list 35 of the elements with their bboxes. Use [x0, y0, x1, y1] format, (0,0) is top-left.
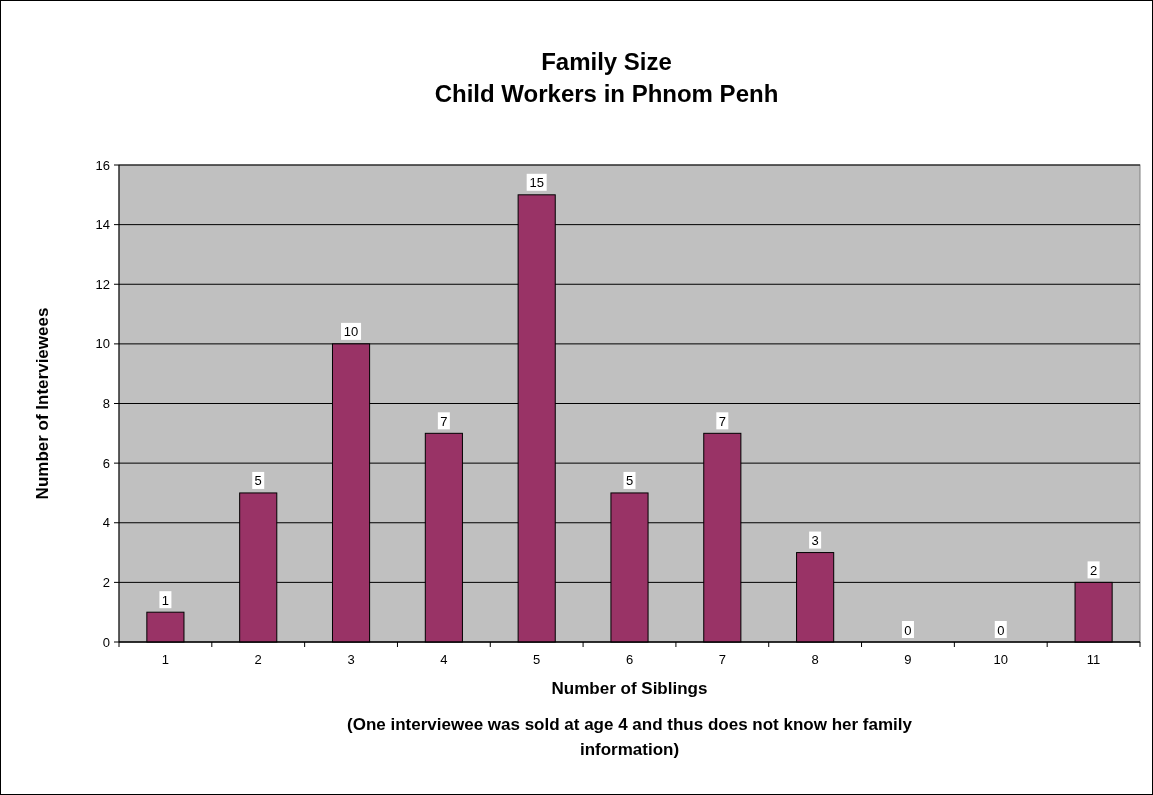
y-tick-label: 4 — [102, 515, 110, 531]
data-label: 10 — [343, 324, 359, 340]
y-tick-label: 2 — [102, 574, 110, 590]
data-label: 0 — [904, 622, 912, 638]
x-tick-label: 7 — [718, 652, 726, 667]
x-tick-label: 4 — [440, 652, 448, 667]
y-tick-label: 0 — [102, 634, 110, 650]
data-label: 3 — [811, 533, 819, 549]
y-tick-label: 8 — [102, 396, 110, 412]
y-tick-label: 10 — [95, 336, 110, 352]
x-tick-label: 5 — [533, 652, 541, 667]
data-label: 7 — [440, 413, 448, 429]
x-tick-label: 10 — [993, 652, 1009, 667]
x-tick-label: 2 — [254, 652, 262, 667]
data-label: 15 — [529, 175, 544, 191]
data-label: 0 — [997, 622, 1005, 638]
y-tick-label: 12 — [95, 276, 110, 292]
data-label: 7 — [718, 413, 726, 429]
data-label: 5 — [254, 473, 262, 489]
x-tick-label: 6 — [625, 652, 634, 667]
x-tick-label: 11 — [1086, 652, 1101, 667]
text: (One interviewee was sold at age 4 and thus does not know her family information) — [347, 715, 913, 759]
data-label: 2 — [1089, 562, 1098, 578]
y-tick-label: 6 — [102, 455, 110, 471]
chart-title: Family Size Child Workers in Phnom Penh — [434, 48, 779, 107]
x-axis-title: Number of Siblings — [551, 679, 708, 698]
y-axis-title: Number of Interviewees — [33, 307, 52, 500]
x-tick-label: 3 — [347, 652, 355, 667]
x-tick-label: 1 — [161, 652, 170, 667]
y-tick-label: 16 — [95, 157, 110, 173]
y-tick-label: 14 — [95, 217, 110, 233]
x-tick-label: 9 — [904, 652, 912, 667]
data-label: 5 — [625, 473, 634, 489]
x-tick-label: 8 — [811, 652, 819, 667]
data-label: 1 — [161, 592, 170, 608]
